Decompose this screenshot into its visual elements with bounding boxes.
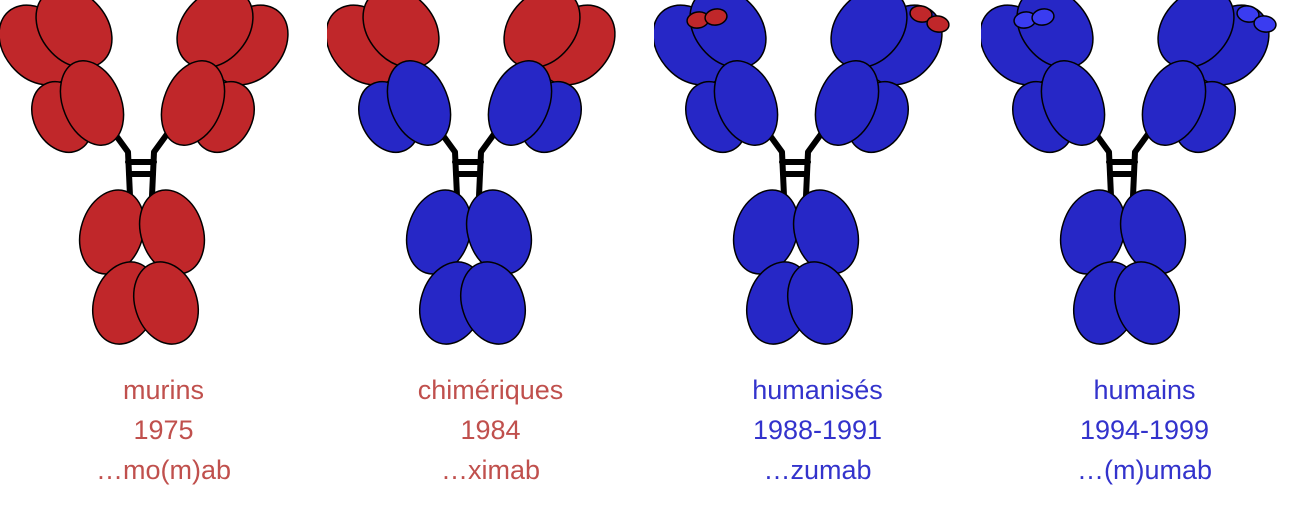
antibody-name: humains [1093,375,1196,405]
variable-domain-light-right [1157,0,1235,69]
caption-murine: murins 1975 …mo(m)ab [0,370,327,490]
hinge-chain-right [803,127,827,199]
antibody-suffix: …zumab [763,455,872,485]
variable-domain-light-right [830,0,908,69]
antibody-year: 1988-1991 [752,415,883,445]
antibody-panel-chimeric: chimériques 1984 …ximab [327,0,654,509]
antibody-suffix: …(m)umab [1076,455,1212,485]
constant-domain-light-left [59,60,125,146]
fc-domain-upper-left [405,189,473,275]
cdr-loop-right [1236,5,1260,23]
antibody-figure-chimeric [327,0,616,345]
variable-domain-light-left [35,0,113,69]
hinge-chain-right [476,127,500,199]
constant-domain-light-right [1141,60,1207,146]
fc-domain-upper-right [138,189,206,275]
constant-domain-light-right [487,60,553,146]
fc-domain-lower-right [133,261,199,345]
antibody-year: 1975 [133,415,194,445]
hinge-chain-right [149,127,173,199]
caption-human: humains 1994-1999 …(m)umab [981,370,1308,490]
cdr-loop-right [926,15,950,33]
caption-chimeric: chimériques 1984 …ximab [327,370,654,490]
variable-domain-light-left [362,0,440,69]
antibody-panel-humanized: humanisés 1988-1991 …zumab [654,0,981,509]
cdr-loop-right [1253,15,1277,33]
fc-domain-upper-left [78,189,146,275]
antibody-panel-human: humains 1994-1999 …(m)umab [981,0,1308,509]
fc-domain-upper-left [732,189,800,275]
constant-domain-light-left [386,60,452,146]
variable-domain-light-right [176,0,254,69]
antibody-figure-murine [0,0,289,345]
antibody-year: 1994-1999 [1079,415,1210,445]
antibody-suffix: …ximab [440,455,541,485]
antibody-figure-humanized [654,0,950,345]
antibody-year: 1984 [460,415,521,445]
fc-domain-lower-right [1114,261,1180,345]
variable-domain-light-left [1016,0,1094,69]
antibody-figure-human [981,0,1277,345]
antibody-name: murins [122,375,204,405]
fc-domain-lower-right [460,261,526,345]
fc-domain-upper-right [792,189,860,275]
constant-domain-light-right [814,60,880,146]
cdr-loop-left [704,8,728,26]
cdr-loop-left [1031,8,1055,26]
antibody-suffix: …mo(m)ab [95,455,231,485]
antibody-name: humanisés [752,375,883,405]
fc-domain-upper-left [1059,189,1127,275]
fc-domain-upper-right [465,189,533,275]
fc-domain-lower-right [787,261,853,345]
caption-humanized: humanisés 1988-1991 …zumab [654,370,981,490]
cdr-loop-right [909,5,933,23]
antibody-panel-murine: murins 1975 …mo(m)ab [0,0,327,509]
variable-domain-light-left [689,0,767,69]
variable-domain-light-right [503,0,581,69]
fc-domain-upper-right [1119,189,1187,275]
constant-domain-light-right [160,60,226,146]
constant-domain-light-left [713,60,779,146]
constant-domain-light-left [1040,60,1106,146]
antibody-name: chimériques [417,375,564,405]
hinge-chain-right [1130,127,1154,199]
